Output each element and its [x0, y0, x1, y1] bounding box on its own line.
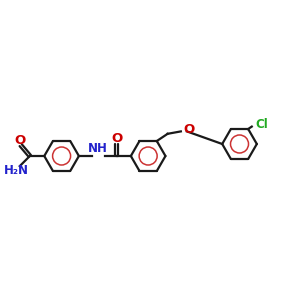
Text: O: O: [111, 132, 122, 145]
Text: O: O: [14, 134, 25, 147]
Text: O: O: [184, 123, 195, 136]
Text: NH: NH: [88, 142, 108, 155]
Text: H₂N: H₂N: [4, 164, 29, 177]
Text: Cl: Cl: [255, 118, 268, 131]
